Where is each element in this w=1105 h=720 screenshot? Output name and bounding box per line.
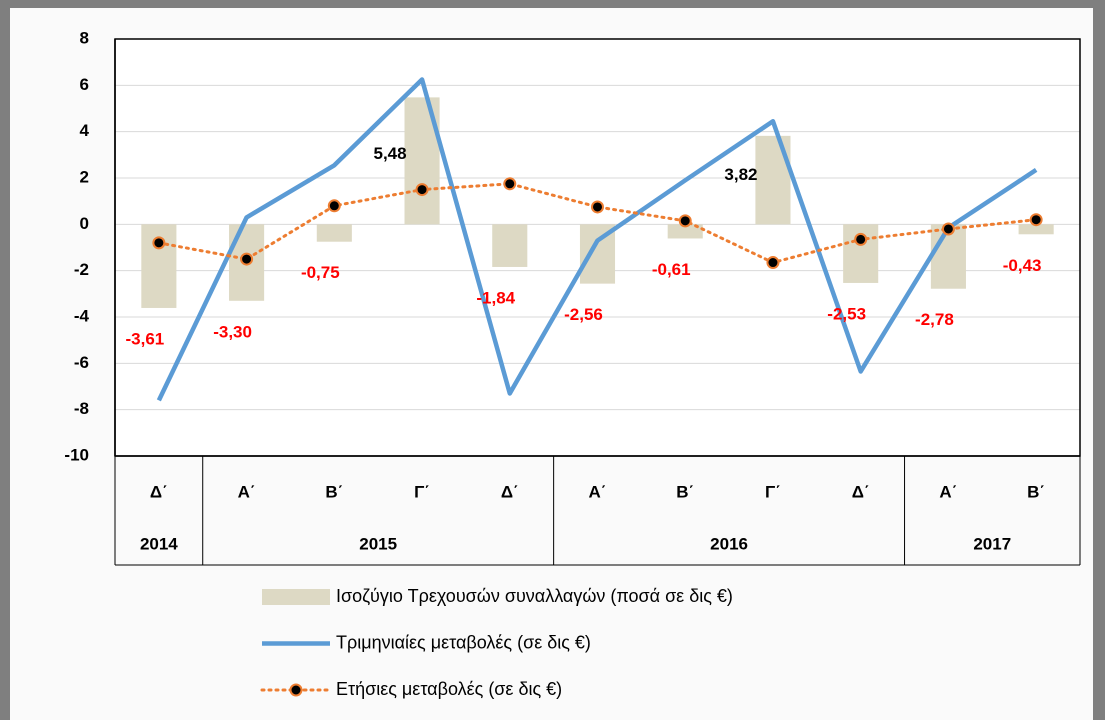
y-tick-label: -10 [64,445,89,464]
y-tick-label: -6 [74,353,89,372]
x-tick-label: Α΄ [238,482,256,501]
bar [755,135,791,225]
legend-label: Τριμηνιαίες μεταβολές (σε δις €) [336,632,591,652]
y-tick-label: -4 [74,306,90,325]
marker [503,177,517,191]
data-label: -2,56 [564,305,603,324]
y-tick-label: 0 [80,214,89,233]
marker [152,236,166,250]
y-tick-label: 4 [80,121,90,140]
bar [316,224,352,242]
marker [678,214,692,228]
x-tick-label: Α΄ [939,482,957,501]
x-group-label: 2016 [710,534,748,553]
marker [1029,213,1043,227]
marker [415,183,429,197]
data-label: -2,78 [915,310,954,329]
y-tick-label: 6 [80,75,89,94]
data-label: -3,30 [213,322,252,341]
bar [1018,224,1054,235]
marker [854,232,868,246]
data-label: -1,84 [476,288,515,307]
line [157,182,1038,265]
y-tick-label: 2 [80,167,89,186]
x-group-label: 2017 [973,534,1011,553]
data-label: -0,43 [1003,256,1042,275]
marker [591,200,604,214]
y-tick-label: -8 [74,399,89,418]
data-label: -0,75 [301,263,340,282]
x-tick-label: Β΄ [676,482,694,501]
x-tick-label: Δ΄ [852,482,870,501]
x-tick-label: Δ΄ [150,482,168,501]
y-tick-label: -2 [74,260,89,279]
data-label: 5,48 [373,144,406,163]
x-tick-label: Δ΄ [501,482,519,501]
data-label: -0,61 [652,260,691,279]
bar [667,224,703,239]
legend-swatch [262,589,330,605]
marker [941,222,955,236]
x-group-label: 2014 [140,534,178,553]
data-label: 3,82 [724,165,757,184]
data-label: -2,53 [827,304,866,323]
marker [766,256,780,270]
legend-label: Ετήσιες μεταβολές (σε δις €) [336,679,562,699]
line [156,77,1038,402]
x-tick-label: Α΄ [589,482,607,501]
marker [327,199,341,213]
x-group-label: 2015 [359,534,397,553]
data-label: -3,61 [125,329,164,348]
bar [492,224,528,267]
legend-label: Ισοζύγιο Τρεχουσών συναλλαγών (ποσά σε δ… [336,586,733,606]
x-tick-label: Γ΄ [414,482,430,501]
x-tick-label: Β΄ [1027,482,1045,501]
y-tick-label: 8 [80,28,89,47]
marker [240,252,254,266]
legend-marker [289,683,303,697]
x-tick-label: Γ΄ [765,482,781,501]
x-tick-label: Β΄ [325,482,343,501]
